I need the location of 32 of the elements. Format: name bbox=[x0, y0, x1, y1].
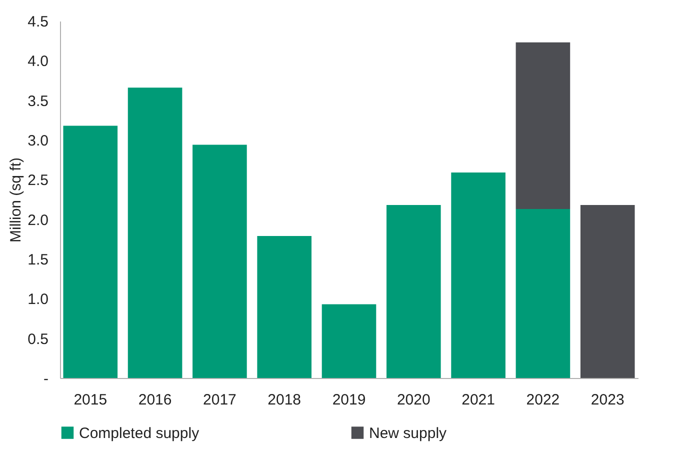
x-tick-label: 2017 bbox=[203, 392, 236, 408]
y-tick-label: 0.5 bbox=[28, 330, 48, 348]
y-tick-label: 1.5 bbox=[28, 252, 48, 268]
bar bbox=[192, 144, 247, 378]
x-tick-label: 2015 bbox=[74, 392, 108, 408]
y-tick-label: 2.5 bbox=[28, 172, 48, 190]
bar bbox=[63, 126, 118, 378]
x-tick-label: 2021 bbox=[462, 392, 495, 408]
y-tick-label: 1.0 bbox=[28, 291, 48, 308]
bar bbox=[322, 304, 376, 378]
bar bbox=[257, 236, 312, 378]
legend-label: Completed supply bbox=[79, 424, 200, 442]
x-tick-label: 2019 bbox=[332, 392, 366, 408]
y-axis-title: Million (sq ft) bbox=[8, 157, 25, 243]
y-tick-label: 3.5 bbox=[28, 92, 48, 110]
y-tick-label: - bbox=[44, 370, 48, 388]
x-tick-label: 2016 bbox=[138, 392, 172, 408]
x-tick-label: 2018 bbox=[268, 392, 302, 408]
bar bbox=[516, 209, 570, 378]
y-tick-label: 2.0 bbox=[28, 212, 48, 229]
bar bbox=[451, 172, 506, 378]
x-tick-label: 2022 bbox=[526, 392, 560, 408]
bar bbox=[516, 42, 570, 210]
x-tick-label: 2023 bbox=[590, 392, 624, 408]
y-tick-label: 4.0 bbox=[28, 53, 48, 70]
bar bbox=[386, 205, 441, 378]
legend-label: New supply bbox=[369, 424, 448, 442]
bar bbox=[580, 205, 635, 378]
y-tick-label: 4.5 bbox=[28, 14, 48, 30]
bar bbox=[128, 88, 182, 378]
y-tick-label: 3.0 bbox=[28, 132, 48, 150]
x-tick-label: 2020 bbox=[396, 392, 430, 408]
